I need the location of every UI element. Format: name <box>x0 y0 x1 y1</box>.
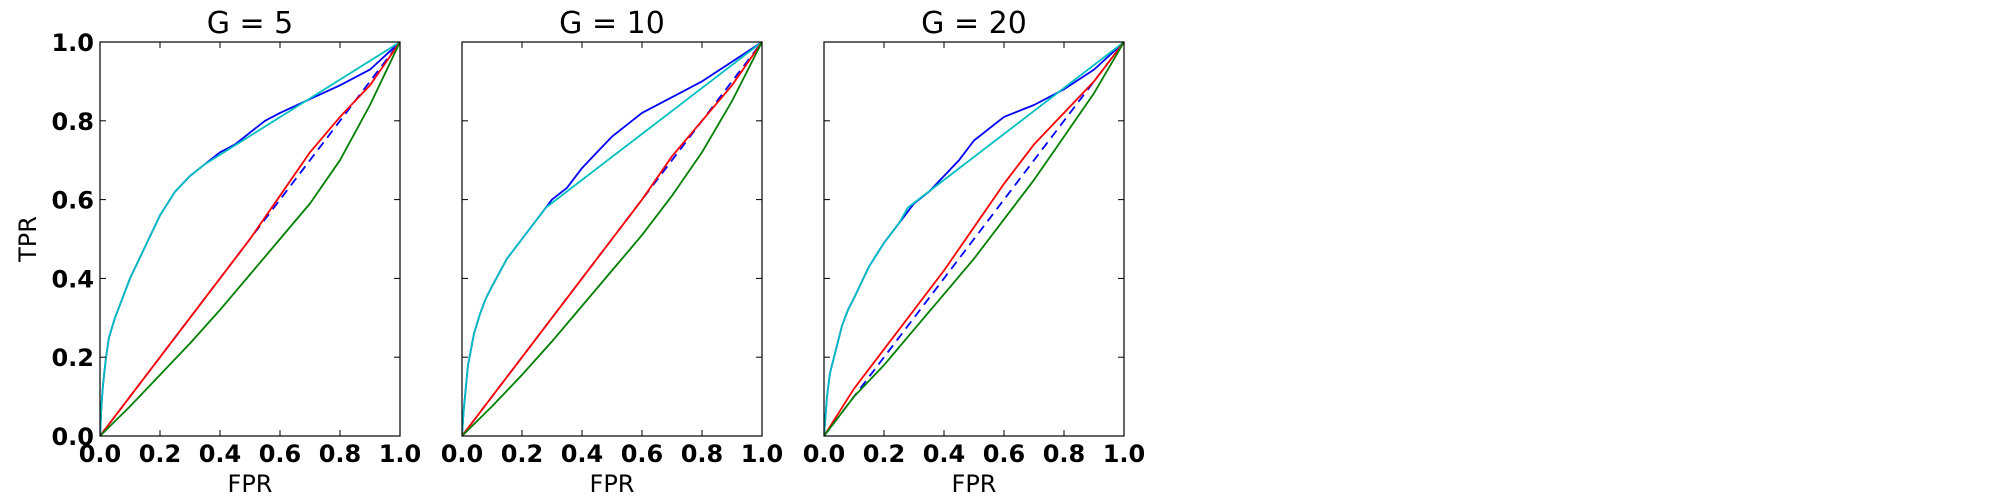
x-tick-label: 0.8 <box>1043 440 1086 468</box>
series-group <box>100 42 400 436</box>
plot-frame <box>99 41 401 437</box>
x-axis-label: FPR <box>590 470 635 498</box>
series-line-roc-green <box>462 42 762 436</box>
series-line-roc-red <box>462 42 762 436</box>
series-line-hull-cyan <box>824 42 1124 436</box>
y-axis-label: TPR <box>14 216 42 263</box>
x-tick-label: 0.8 <box>319 440 362 468</box>
series-line-diagonal <box>824 42 1124 436</box>
x-tick-label: 0.2 <box>863 440 906 468</box>
y-tick-label: 0.6 <box>51 187 94 215</box>
series-line-roc-red <box>824 42 1124 436</box>
x-tick-label: 1.0 <box>379 440 422 468</box>
series-group <box>824 42 1124 436</box>
y-tick-label: 0.4 <box>51 265 94 293</box>
x-tick-label: 0.4 <box>923 440 966 468</box>
roc-panel-1: 0.0 0.2 0.4 0.6 0.8 1.0 0.0 0.2 0.4 0.6 0.8 1.0 G = … <box>14 6 421 498</box>
series-line-roc-green <box>100 42 400 436</box>
x-tick-label: 0.2 <box>501 440 544 468</box>
x-tick-label: 0.2 <box>139 440 182 468</box>
chart-title: G = 10 <box>559 6 665 41</box>
series-line-hull-cyan <box>462 42 762 436</box>
x-tick-label: 0.0 <box>79 440 122 468</box>
x-tick-label: 0.6 <box>983 440 1026 468</box>
y-tick-label: 0.0 <box>51 423 94 451</box>
x-tick-label: 0.4 <box>199 440 242 468</box>
x-axis-label: FPR <box>952 470 997 498</box>
x-tick-label: 1.0 <box>741 440 784 468</box>
chart-title: G = 20 <box>921 6 1027 41</box>
series-group <box>462 42 762 436</box>
x-tick-label: 0.0 <box>803 440 846 468</box>
x-tick-label: 0.0 <box>441 440 484 468</box>
roc-panel-3: 0.0 0.2 0.4 0.6 0.8 1.0 G = 20 FPR <box>803 6 1146 498</box>
chart-title: G = 5 <box>207 6 294 41</box>
series-line-roc-green <box>824 42 1124 436</box>
y-tick-label: 1.0 <box>51 29 94 57</box>
x-tick-label: 0.6 <box>621 440 664 468</box>
series-line-roc-red <box>100 42 400 436</box>
x-tick-label: 0.4 <box>561 440 604 468</box>
y-tick-label: 0.2 <box>51 344 94 372</box>
series-line-hull-cyan <box>100 42 400 436</box>
plot-frame <box>823 41 1125 437</box>
x-tick-label: 0.6 <box>259 440 302 468</box>
roc-panel-2: 0.0 0.2 0.4 0.6 0.8 1.0 G = 10 FPR <box>441 6 784 498</box>
x-axis-label: FPR <box>228 470 273 498</box>
x-tick-label: 1.0 <box>1103 440 1146 468</box>
y-tick-label: 0.8 <box>51 108 94 136</box>
x-tick-label: 0.8 <box>681 440 724 468</box>
plot-frame <box>461 41 763 437</box>
